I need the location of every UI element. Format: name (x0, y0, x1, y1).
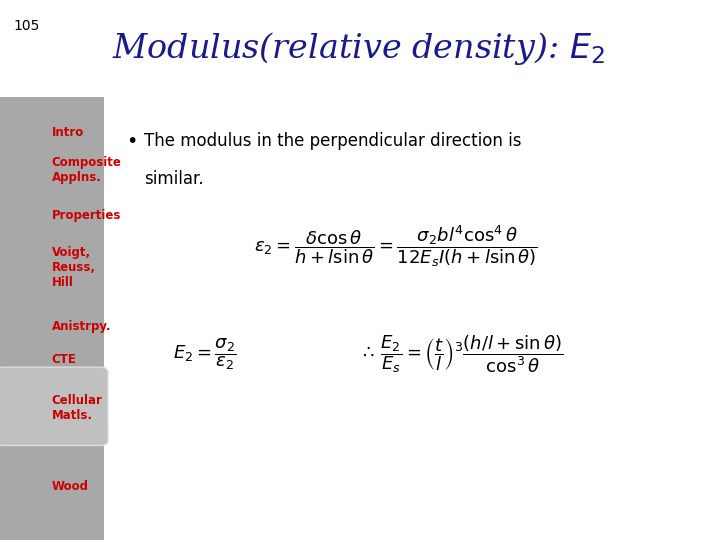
Text: $E_2 = \dfrac{\sigma_2}{\varepsilon_2}$: $E_2 = \dfrac{\sigma_2}{\varepsilon_2}$ (174, 336, 237, 372)
Text: Intro: Intro (52, 126, 84, 139)
Text: $\therefore\, \dfrac{E_2}{E_s} = \left(\dfrac{t}{l}\right)^3 \dfrac{(h/l + \sin\: $\therefore\, \dfrac{E_2}{E_s} = \left(\… (359, 333, 563, 375)
Text: Cellular
Matls.: Cellular Matls. (52, 394, 103, 422)
Text: Anistrpy.: Anistrpy. (52, 320, 112, 333)
Text: similar.: similar. (144, 170, 204, 188)
Text: CTE: CTE (52, 353, 77, 366)
Text: Wood: Wood (52, 480, 89, 492)
FancyBboxPatch shape (0, 97, 104, 540)
FancyBboxPatch shape (0, 367, 108, 446)
Text: •: • (126, 132, 138, 151)
Text: $\varepsilon_2 = \dfrac{\delta\cos\theta}{h + l\sin\theta} = \dfrac{\sigma_2 bl^: $\varepsilon_2 = \dfrac{\delta\cos\theta… (254, 223, 538, 268)
Text: Modulus(relative density): $E_2$: Modulus(relative density): $E_2$ (112, 30, 604, 67)
Text: 105: 105 (13, 19, 40, 33)
Text: Composite
Applns.: Composite Applns. (52, 156, 122, 184)
Text: Properties: Properties (52, 210, 121, 222)
Text: Voigt,
Reuss,
Hill: Voigt, Reuss, Hill (52, 246, 96, 289)
Text: The modulus in the perpendicular direction is: The modulus in the perpendicular directi… (144, 132, 521, 150)
